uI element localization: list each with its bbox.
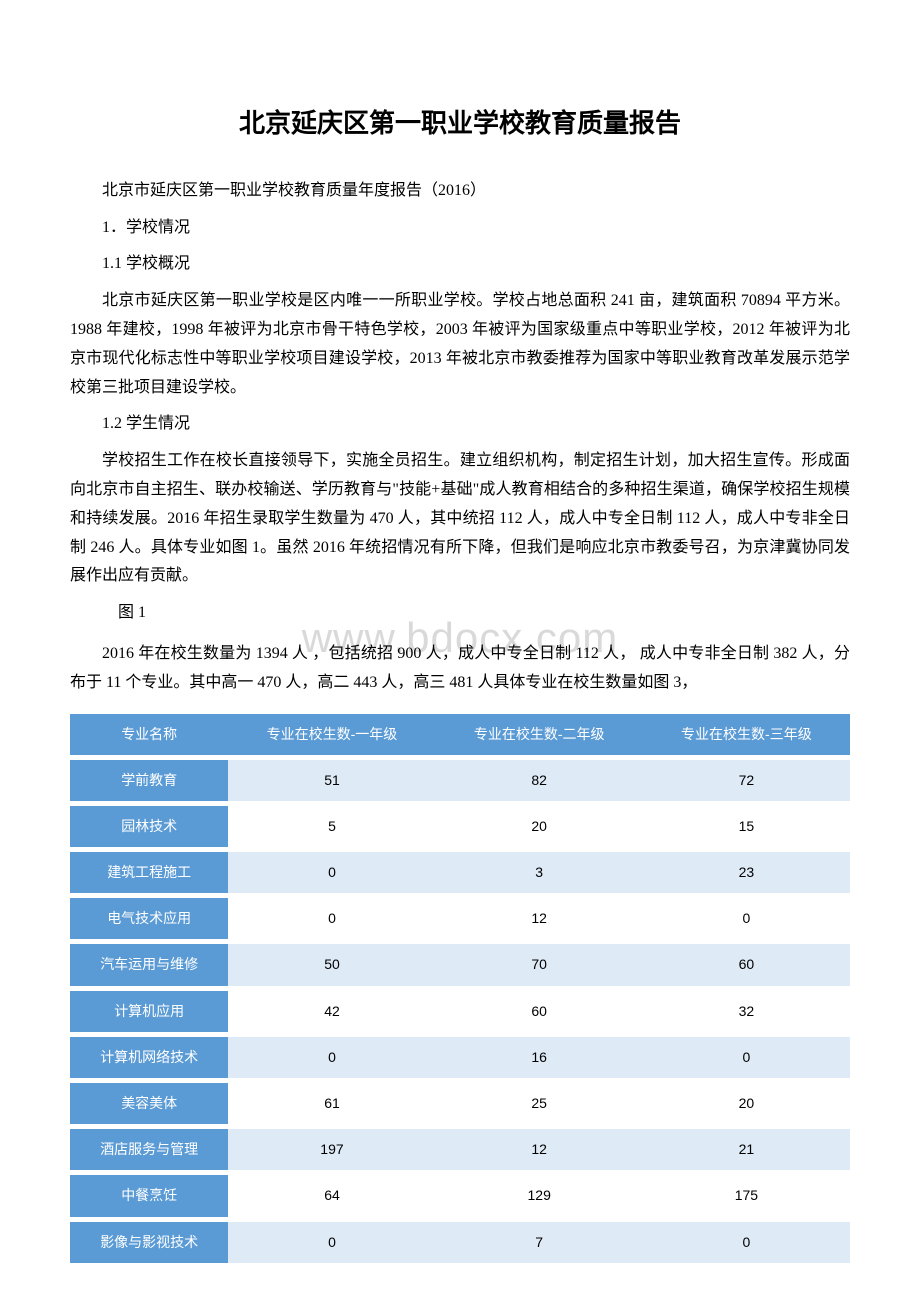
table-row: 计算机应用426032 (70, 991, 850, 1032)
year3-cell: 15 (643, 806, 850, 847)
section-1-2-heading: 1.2 学生情况 (70, 410, 850, 439)
major-name-cell: 美容美体 (70, 1083, 228, 1124)
table-header-row: 专业名称 专业在校生数-一年级 专业在校生数-二年级 专业在校生数-三年级 (70, 714, 850, 755)
year1-cell: 0 (228, 898, 435, 939)
year2-cell: 129 (436, 1175, 643, 1216)
section-1-1-body: 北京市延庆区第一职业学校是区内唯一一所职业学校。学校占地总面积 241 亩，建筑… (70, 287, 850, 402)
year3-cell: 72 (643, 760, 850, 801)
year3-cell: 0 (643, 898, 850, 939)
table-row: 汽车运用与维修507060 (70, 944, 850, 985)
year1-cell: 61 (228, 1083, 435, 1124)
section-1-1-heading: 1.1 学校概况 (70, 250, 850, 279)
page-title: 北京延庆区第一职业学校教育质量报告 (70, 100, 850, 147)
table-row: 计算机网络技术0160 (70, 1037, 850, 1078)
major-name-cell: 建筑工程施工 (70, 852, 228, 893)
major-name-cell: 园林技术 (70, 806, 228, 847)
section-1-heading: 1．学校情况 (70, 214, 850, 243)
major-name-cell: 学前教育 (70, 760, 228, 801)
year2-cell: 3 (436, 852, 643, 893)
year1-cell: 197 (228, 1129, 435, 1170)
col-header-year2: 专业在校生数-二年级 (436, 714, 643, 755)
section-1-2-body-2: 2016 年在校生数量为 1394 人 ，包括统招 900 人，成人中专全日制 … (70, 640, 850, 698)
major-name-cell: 中餐烹饪 (70, 1175, 228, 1216)
year1-cell: 5 (228, 806, 435, 847)
section-1-2-body-1: 学校招生工作在校长直接领导下，实施全员招生。建立组织机构，制定招生计划，加大招生… (70, 447, 850, 591)
year2-cell: 16 (436, 1037, 643, 1078)
table-row: 园林技术52015 (70, 806, 850, 847)
year1-cell: 64 (228, 1175, 435, 1216)
table-row: 建筑工程施工0323 (70, 852, 850, 893)
year2-cell: 12 (436, 898, 643, 939)
year1-cell: 0 (228, 1037, 435, 1078)
year3-cell: 175 (643, 1175, 850, 1216)
table-row: 中餐烹饪64129175 (70, 1175, 850, 1216)
table-row: 美容美体612520 (70, 1083, 850, 1124)
year3-cell: 23 (643, 852, 850, 893)
table-row: 酒店服务与管理1971221 (70, 1129, 850, 1170)
year3-cell: 20 (643, 1083, 850, 1124)
year1-cell: 0 (228, 1222, 435, 1263)
year3-cell: 32 (643, 991, 850, 1032)
col-header-year3: 专业在校生数-三年级 (643, 714, 850, 755)
col-header-year1: 专业在校生数-一年级 (228, 714, 435, 755)
year1-cell: 51 (228, 760, 435, 801)
major-name-cell: 电气技术应用 (70, 898, 228, 939)
year2-cell: 70 (436, 944, 643, 985)
year3-cell: 60 (643, 944, 850, 985)
year2-cell: 20 (436, 806, 643, 847)
major-name-cell: 计算机网络技术 (70, 1037, 228, 1078)
year2-cell: 12 (436, 1129, 643, 1170)
year2-cell: 82 (436, 760, 643, 801)
subtitle-text: 北京市延庆区第一职业学校教育质量年度报告（2016） (70, 177, 850, 206)
year2-cell: 60 (436, 991, 643, 1032)
year3-cell: 0 (643, 1037, 850, 1078)
year1-cell: 50 (228, 944, 435, 985)
figure-1-label: 图 1 (70, 599, 850, 628)
year1-cell: 42 (228, 991, 435, 1032)
year1-cell: 0 (228, 852, 435, 893)
table-row: 影像与影视技术070 (70, 1222, 850, 1263)
major-name-cell: 汽车运用与维修 (70, 944, 228, 985)
major-name-cell: 计算机应用 (70, 991, 228, 1032)
document-content: 北京延庆区第一职业学校教育质量报告 北京市延庆区第一职业学校教育质量年度报告（2… (70, 100, 850, 1263)
table-row: 学前教育518272 (70, 760, 850, 801)
major-name-cell: 影像与影视技术 (70, 1222, 228, 1263)
year2-cell: 7 (436, 1222, 643, 1263)
enrollment-table: 专业名称 专业在校生数-一年级 专业在校生数-二年级 专业在校生数-三年级 学前… (70, 714, 850, 1263)
year3-cell: 0 (643, 1222, 850, 1263)
table-row: 电气技术应用0120 (70, 898, 850, 939)
year3-cell: 21 (643, 1129, 850, 1170)
year2-cell: 25 (436, 1083, 643, 1124)
major-name-cell: 酒店服务与管理 (70, 1129, 228, 1170)
col-header-major: 专业名称 (70, 714, 228, 755)
